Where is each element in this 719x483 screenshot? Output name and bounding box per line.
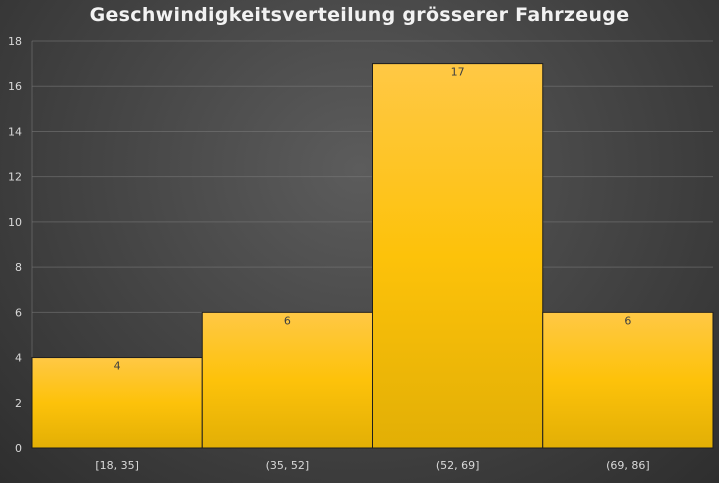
y-tick-label: 10 — [8, 216, 22, 229]
x-tick-label: [18, 35] — [95, 459, 139, 472]
bar — [201, 311, 373, 449]
y-tick-label: 2 — [15, 397, 22, 410]
data-labels: 4 6 17 6 — [114, 66, 632, 373]
x-tick-label: (69, 86] — [606, 459, 650, 472]
y-tick-label: 16 — [8, 80, 22, 93]
y-tick-label: 12 — [8, 171, 22, 184]
x-tick-label: (52, 69] — [436, 459, 480, 472]
y-tick-label: 18 — [8, 35, 22, 48]
data-label: 6 — [284, 314, 291, 327]
y-tick-label: 6 — [15, 306, 22, 319]
y-tick-label: 8 — [15, 261, 22, 274]
y-tick-label: 0 — [15, 442, 22, 455]
y-axis-ticks: 0 2 4 6 8 10 12 14 16 18 — [8, 35, 22, 455]
bar — [372, 63, 544, 449]
x-tick-label: (35, 52] — [266, 459, 310, 472]
data-label: 4 — [114, 360, 121, 373]
y-tick-label: 14 — [8, 125, 22, 138]
bar — [31, 357, 203, 449]
data-label: 17 — [451, 66, 465, 79]
bars — [31, 63, 714, 449]
chart-title: Geschwindigkeitsverteilung grösserer Fah… — [89, 4, 630, 26]
y-tick-label: 4 — [15, 352, 22, 365]
bar — [542, 311, 714, 449]
data-label: 6 — [624, 314, 631, 327]
x-axis-ticks: [18, 35] (35, 52] (52, 69] (69, 86] — [95, 459, 649, 472]
